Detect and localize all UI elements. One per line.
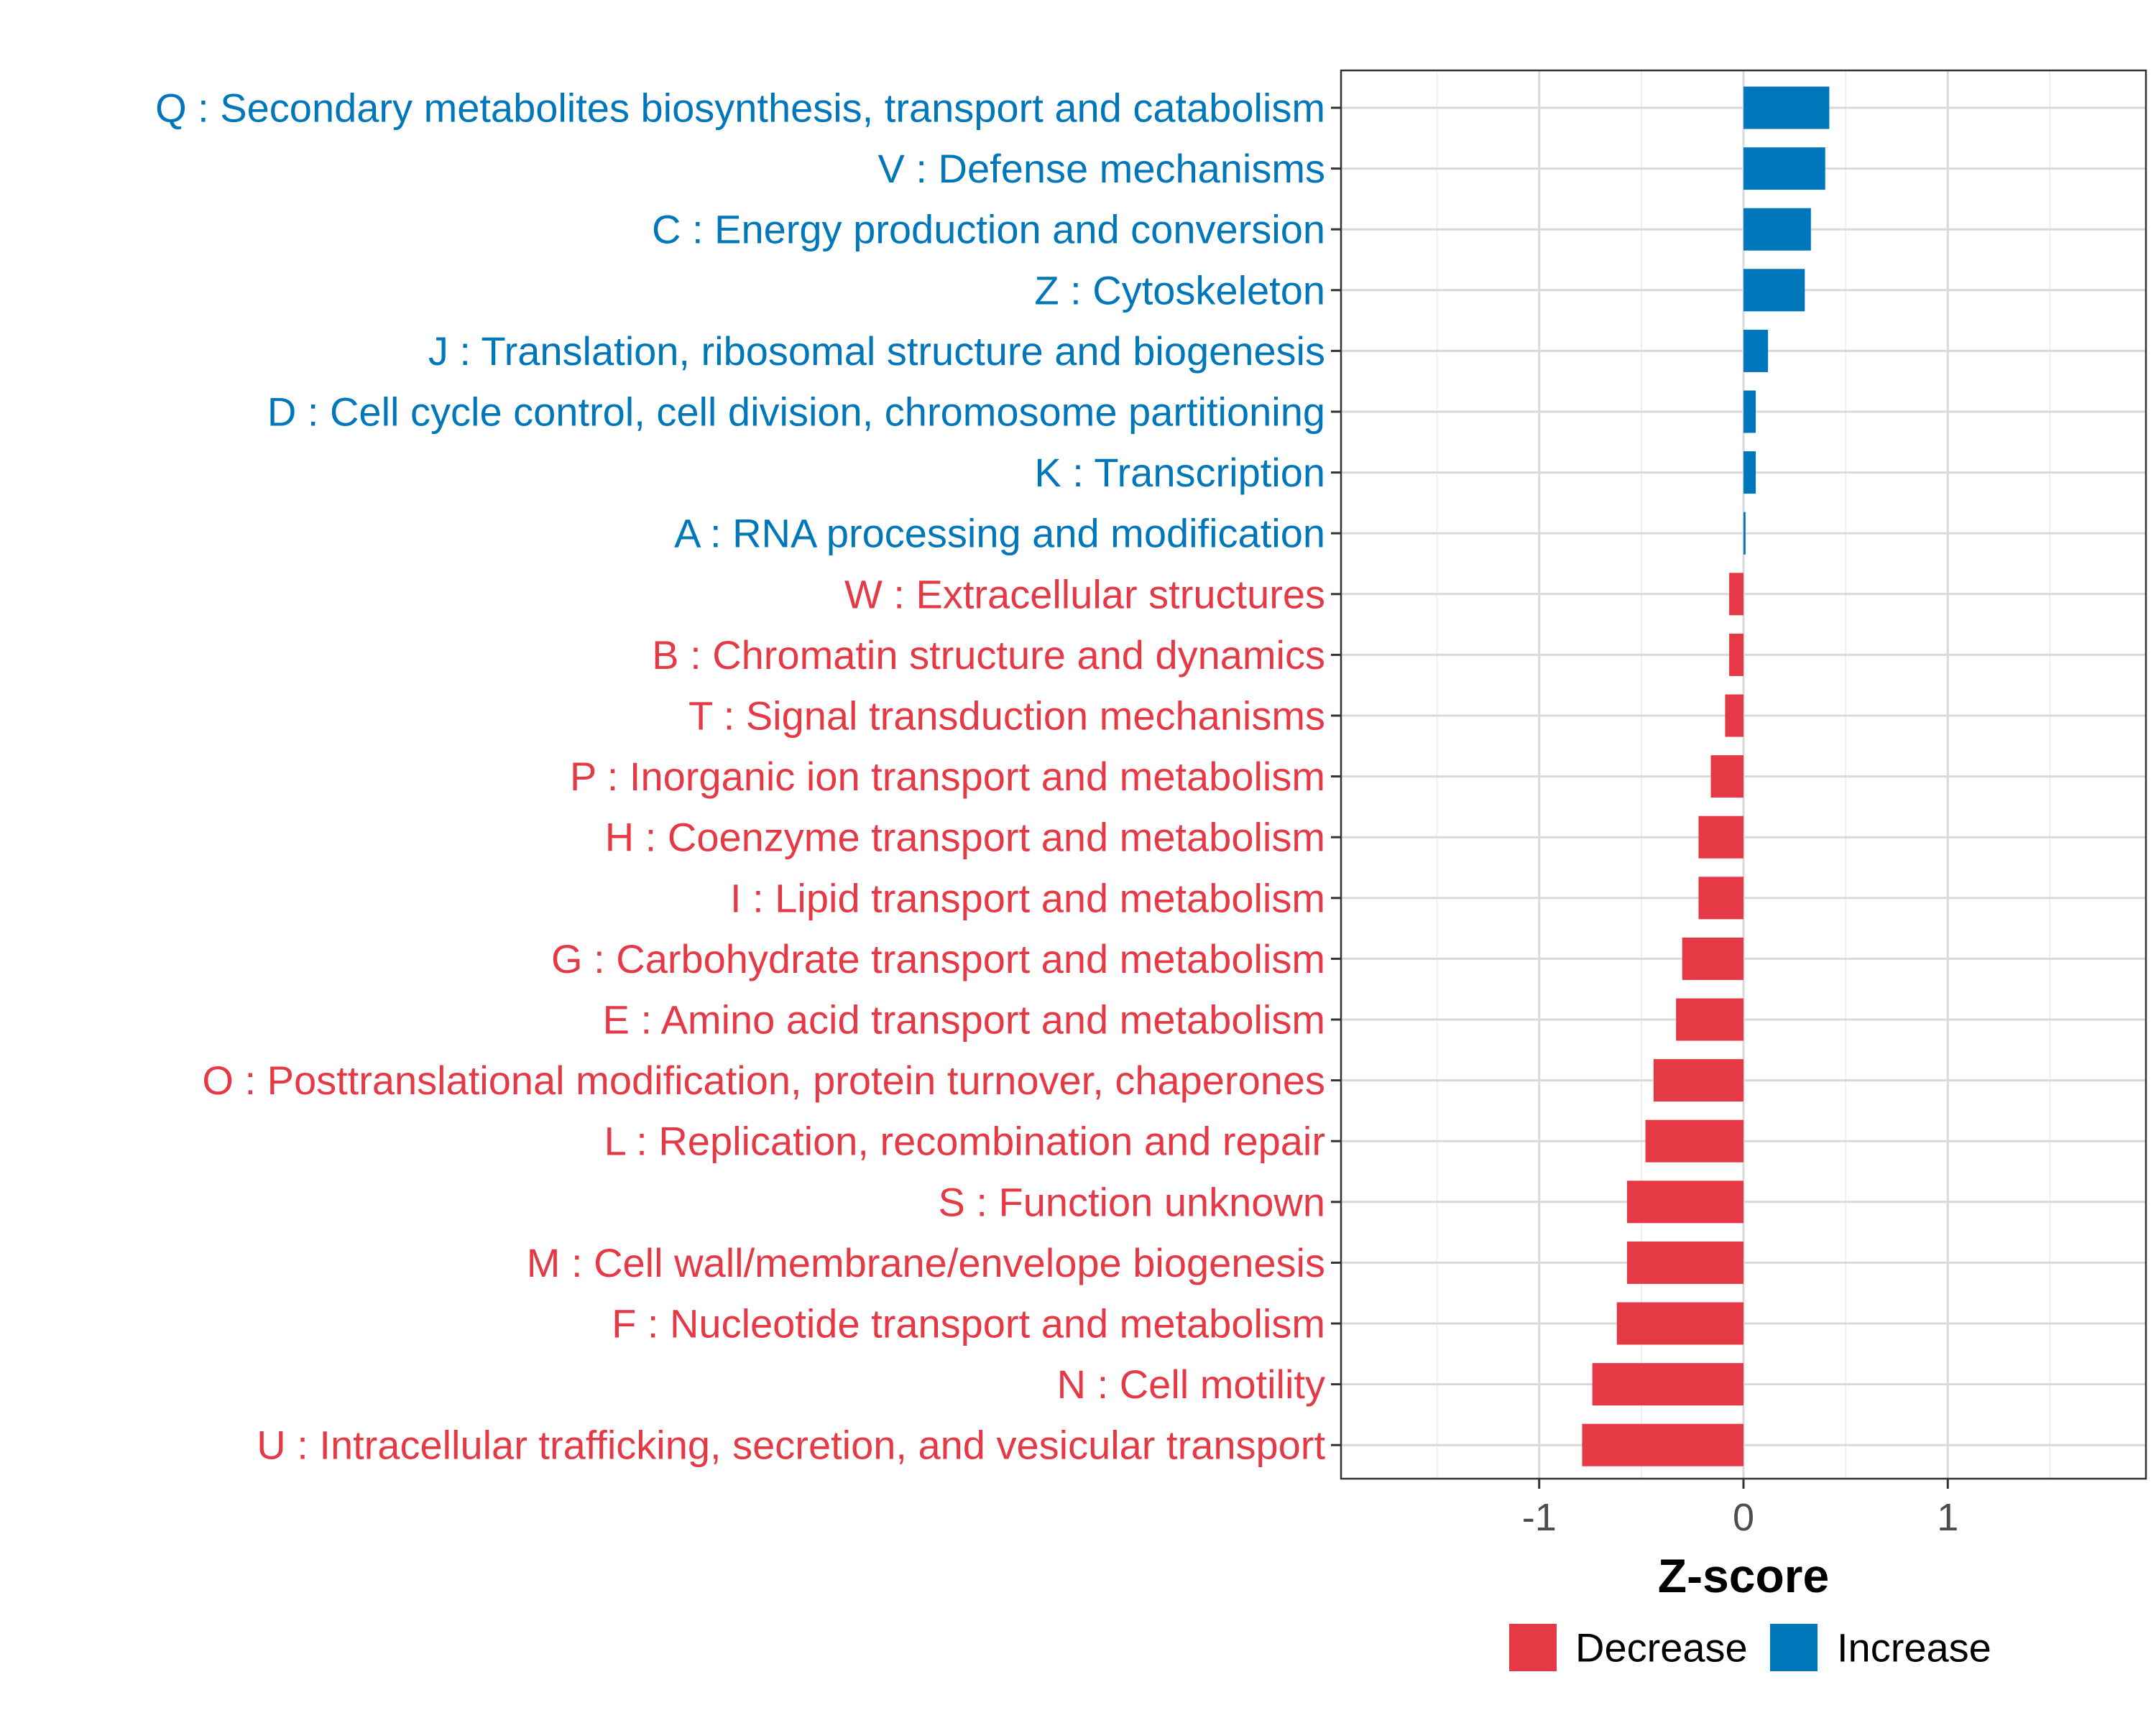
category-label: B : Chromatin structure and dynamics [652, 632, 1325, 678]
bar [1725, 694, 1743, 737]
legend: Decrease Increase [1509, 1624, 1991, 1671]
x-axis-title: Z-score [1658, 1549, 1829, 1602]
bar [1676, 998, 1743, 1041]
bar [1743, 512, 1746, 555]
category-label: Q : Secondary metabolites biosynthesis, … [155, 86, 1325, 131]
category-label: H : Coenzyme transport and metabolism [605, 815, 1325, 860]
category-label: N : Cell motility [1057, 1362, 1325, 1407]
category-label: G : Carbohydrate transport and metabolis… [551, 936, 1325, 981]
bar [1743, 451, 1756, 494]
bar [1645, 1119, 1743, 1163]
bar [1743, 208, 1811, 251]
bar [1729, 633, 1743, 676]
bar [1698, 816, 1743, 859]
x-tick-label: 0 [1733, 1496, 1754, 1539]
category-label: J : Translation, ribosomal structure and… [428, 328, 1325, 374]
bar [1592, 1363, 1743, 1406]
category-label: A : RNA processing and modification [674, 511, 1325, 556]
bar [1743, 329, 1769, 372]
bar [1710, 755, 1743, 798]
category-label: U : Intracellular trafficking, secretion… [257, 1423, 1325, 1468]
x-tick-label: -1 [1522, 1496, 1557, 1539]
x-axis: -1 0 1 [1522, 1479, 1958, 1539]
bars-layer [1582, 86, 1830, 1466]
bar [1653, 1059, 1743, 1102]
category-label: E : Amino acid transport and metabolism [603, 997, 1325, 1043]
category-label: O : Posttranslational modification, prot… [202, 1058, 1325, 1103]
bar [1682, 937, 1743, 980]
bar [1582, 1423, 1743, 1466]
category-label: T : Signal transduction mechanisms [688, 693, 1325, 739]
category-label: S : Function unknown [938, 1179, 1325, 1224]
category-label: M : Cell wall/membrane/envelope biogenes… [527, 1240, 1325, 1285]
category-label: K : Transcription [1034, 450, 1325, 495]
category-label: W : Extracellular structures [844, 571, 1325, 616]
bar [1626, 1241, 1743, 1284]
legend-label: Increase [1837, 1625, 1991, 1671]
legend-swatch [1770, 1624, 1818, 1671]
category-label: F : Nucleotide transport and metabolism [612, 1301, 1325, 1346]
bar [1743, 390, 1756, 433]
category-label: C : Energy production and conversion [652, 207, 1325, 252]
bar [1743, 269, 1805, 312]
bar [1743, 86, 1830, 129]
legend-label: Decrease [1575, 1625, 1748, 1671]
bar [1743, 147, 1825, 190]
bar [1698, 877, 1743, 920]
bar [1729, 573, 1743, 616]
y-axis: Q : Secondary metabolites biosynthesis, … [155, 86, 1341, 1468]
category-label: D : Cell cycle control, cell division, c… [267, 389, 1325, 435]
legend-swatch [1509, 1624, 1557, 1671]
x-tick-label: 1 [1937, 1496, 1958, 1539]
bar [1626, 1181, 1743, 1224]
category-label: Z : Cytoskeleton [1034, 267, 1325, 313]
category-label: L : Replication, recombination and repai… [604, 1119, 1325, 1164]
bar [1616, 1302, 1743, 1345]
category-label: V : Defense mechanisms [878, 146, 1325, 191]
category-label: P : Inorganic ion transport and metaboli… [570, 754, 1325, 799]
category-label: I : Lipid transport and metabolism [730, 875, 1325, 920]
